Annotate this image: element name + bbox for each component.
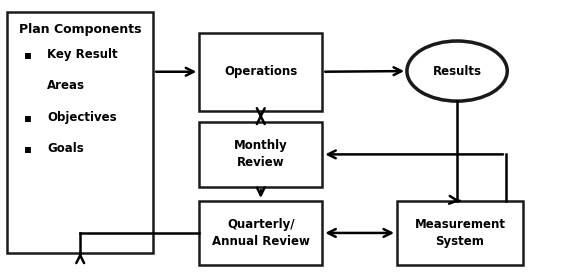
FancyBboxPatch shape xyxy=(199,201,323,265)
Text: Goals: Goals xyxy=(47,142,84,155)
Text: Results: Results xyxy=(433,65,482,78)
Text: ▪: ▪ xyxy=(24,142,32,155)
FancyBboxPatch shape xyxy=(199,122,323,187)
Text: Key Result: Key Result xyxy=(47,48,118,61)
Text: Monthly
Review: Monthly Review xyxy=(234,139,287,169)
FancyBboxPatch shape xyxy=(397,201,523,265)
Text: Objectives: Objectives xyxy=(47,111,117,124)
Text: Areas: Areas xyxy=(47,79,85,92)
Text: Measurement
System: Measurement System xyxy=(415,218,506,248)
Text: Quarterly/
Annual Review: Quarterly/ Annual Review xyxy=(212,218,310,248)
Ellipse shape xyxy=(407,41,507,101)
Text: Plan Components: Plan Components xyxy=(19,23,142,36)
Text: ▪: ▪ xyxy=(24,48,32,61)
Text: Operations: Operations xyxy=(224,65,297,78)
FancyBboxPatch shape xyxy=(7,12,153,253)
FancyBboxPatch shape xyxy=(199,33,323,111)
Text: ▪: ▪ xyxy=(24,111,32,124)
